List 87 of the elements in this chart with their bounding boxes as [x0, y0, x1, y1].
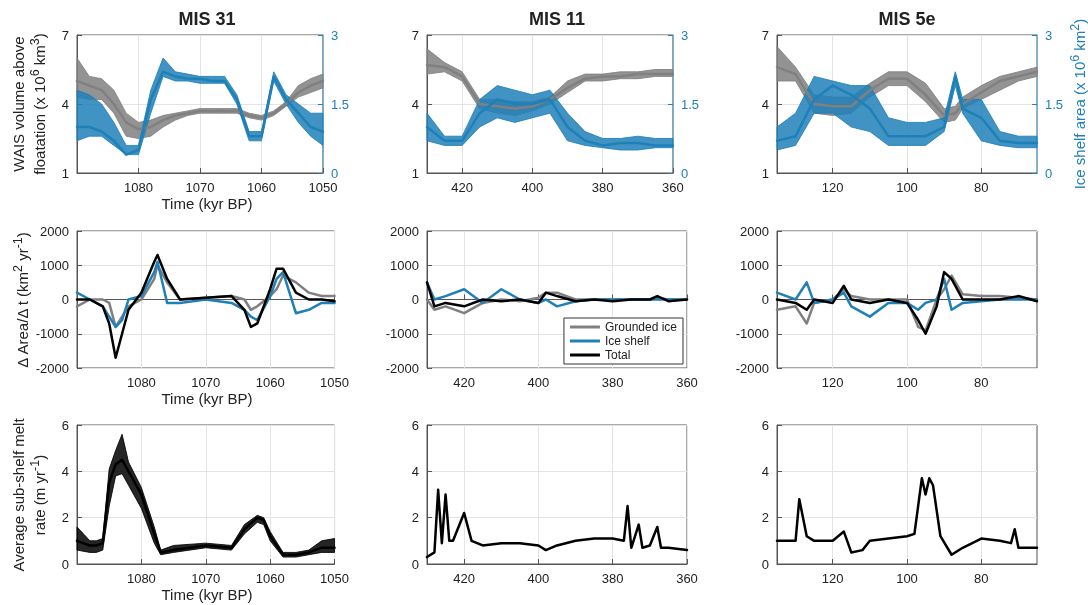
y-tick-label: -1000	[35, 326, 69, 342]
y-tick-label: 2	[411, 510, 419, 526]
x-tick-label: 80	[974, 180, 989, 195]
y-tick-label: 6	[411, 417, 419, 433]
y-tick-label: 1000	[40, 257, 69, 273]
y-tick-label: 0	[411, 556, 419, 572]
y-tick-label: 1	[411, 165, 419, 181]
x-tick-label: 1060	[246, 180, 276, 195]
y-tick-label: 4	[61, 463, 69, 479]
y-tick-label: 2	[61, 510, 69, 526]
x-tick-label: 360	[662, 180, 684, 195]
y-tick-label: 7	[761, 27, 769, 43]
y-tick-label: 1	[61, 165, 69, 181]
x-tick-label: 420	[451, 180, 473, 195]
x-tick-label: 100	[896, 571, 918, 586]
y-tick-label: 1000	[740, 257, 769, 273]
y-tick-label: 2000	[390, 223, 419, 239]
y2-tick-label: 0	[330, 165, 339, 181]
y2-tick-label: 1.5	[680, 96, 700, 112]
y-tick-label: -2000	[35, 360, 69, 376]
x-tick-label: 120	[821, 375, 844, 390]
y-tick-label: 2000	[40, 223, 69, 239]
y-tick-label: 1000	[390, 257, 419, 273]
x-tick-label: 360	[676, 375, 698, 390]
x-tick-label: 380	[591, 180, 614, 195]
y2-tick-label: 3	[1045, 27, 1053, 43]
chart-title: MIS 11	[528, 9, 586, 29]
y-tick-label: 4	[761, 463, 769, 479]
y-tick-label: 2	[761, 510, 769, 526]
y-tick-label: 6	[761, 417, 769, 433]
y-tick-label: -1000	[735, 326, 769, 342]
y2-tick-label: 1.5	[1045, 96, 1064, 112]
x-tick-label: 400	[521, 180, 544, 195]
y-tick-label: 7	[61, 27, 69, 43]
y-tick-label: 0	[761, 292, 769, 307]
chart-title: MIS 5e	[878, 9, 936, 29]
y-tick-label: 2000	[740, 223, 769, 239]
legend-label: Grounded ice	[604, 320, 678, 334]
y-tick-label: 4	[411, 463, 419, 479]
y-tick-label: 0	[61, 292, 69, 307]
x-tick-label: 100	[896, 180, 918, 195]
y-tick-label: 4	[411, 96, 419, 112]
x-tick-label: 1080	[124, 180, 153, 195]
x-tick-label: 1060	[255, 571, 285, 586]
y-tick-label: -2000	[735, 360, 769, 376]
x-tick-label: 400	[527, 571, 550, 586]
y-tick-label: 7	[411, 27, 419, 43]
x-tick-label: 380	[601, 375, 624, 390]
y2-tick-label: 0	[1045, 165, 1053, 181]
x-tick-label: 1050	[308, 180, 338, 195]
x-tick-label: 1070	[185, 180, 215, 195]
x-tick-label: 80	[974, 571, 989, 586]
x-axis-title: Time (kyr BP)	[161, 195, 253, 212]
y-tick-label: 6	[61, 417, 69, 433]
x-tick-label: 1070	[191, 571, 221, 586]
x-tick-label: 1080	[126, 375, 156, 390]
x-tick-label: 420	[453, 571, 475, 586]
y2-tick-label: 3	[330, 27, 339, 43]
y-tick-label: -1000	[385, 326, 419, 342]
x-tick-label: 420	[453, 375, 475, 390]
x-tick-label: 120	[821, 180, 844, 195]
x-tick-label: 80	[974, 375, 989, 390]
y-tick-label: 1	[761, 165, 769, 181]
x-tick-label: 100	[896, 375, 918, 390]
y-tick-label: 0	[61, 556, 69, 572]
y-tick-label: 0	[761, 556, 769, 572]
y2-tick-label: 1.5	[330, 96, 350, 112]
x-tick-label: 120	[821, 571, 844, 586]
x-tick-label: 1060	[255, 375, 285, 390]
chart-title: MIS 31	[178, 9, 236, 29]
x-axis-title: Time (kyr BP)	[161, 390, 253, 407]
x-tick-label: 400	[527, 375, 550, 390]
y2-tick-label: 0	[680, 165, 689, 181]
x-tick-label: 360	[676, 571, 698, 586]
x-tick-label: 1080	[126, 571, 156, 586]
x-tick-label: 1050	[320, 571, 349, 586]
x-tick-label: 1050	[320, 375, 349, 390]
x-tick-label: 380	[601, 571, 624, 586]
y-tick-label: 4	[61, 96, 69, 112]
y-tick-label: 4	[761, 96, 769, 112]
x-tick-label: 1070	[191, 375, 221, 390]
y-tick-label: -2000	[385, 360, 419, 376]
legend-label: Ice shelf	[604, 334, 651, 348]
legend-label: Total	[604, 348, 631, 362]
y-tick-label: 0	[411, 292, 419, 307]
y2-tick-label: 3	[680, 27, 689, 43]
x-axis-title: Time (kyr BP)	[161, 586, 253, 603]
